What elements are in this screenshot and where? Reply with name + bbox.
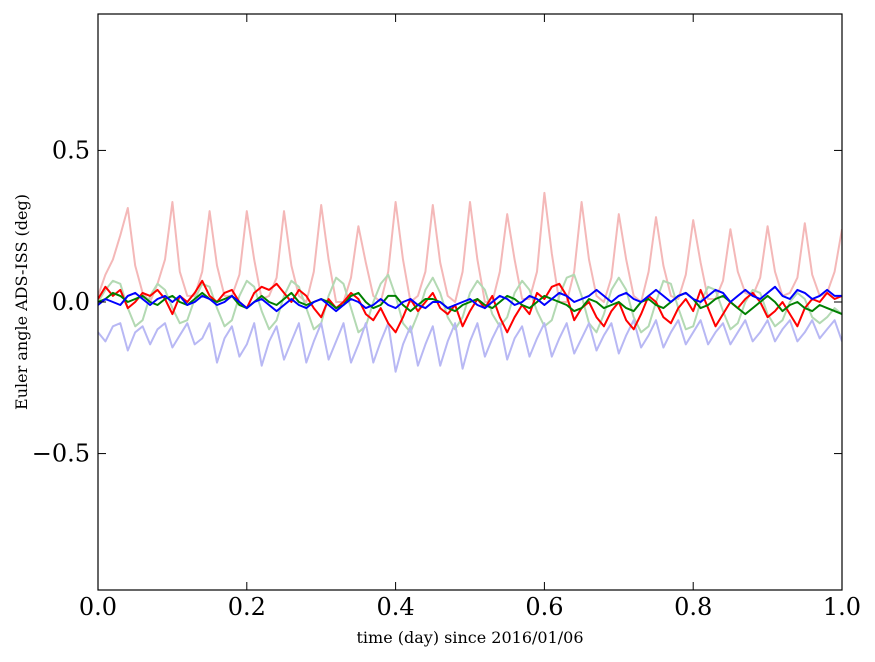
series-line-3 xyxy=(98,279,842,334)
y-tick-label: 0.0 xyxy=(52,288,90,316)
series-line-2 xyxy=(98,319,842,373)
x-tick-label: 0.0 xyxy=(79,593,117,621)
x-tick-label: 0.6 xyxy=(525,593,563,621)
series-line-0 xyxy=(98,191,842,303)
y-tick-label: 0.5 xyxy=(52,136,90,164)
x-tick-label: 0.2 xyxy=(228,593,266,621)
series-line-4 xyxy=(98,291,842,316)
x-tick-label: 1.0 xyxy=(823,593,861,621)
y-axis-label: Euler angle ADS-ISS (deg) xyxy=(12,194,31,410)
x-axis-label: time (day) since 2016/01/06 xyxy=(356,628,583,647)
tick-layer: 0.0 0.2 0.4 0.6 0.8 1.0 −0.5 0.0 0.5 xyxy=(32,14,861,621)
y-tick-label: −0.5 xyxy=(32,440,90,468)
series-layer xyxy=(98,191,842,373)
x-tick-label: 0.4 xyxy=(377,593,415,621)
x-tick-label: 0.8 xyxy=(674,593,712,621)
series-line-5 xyxy=(98,285,842,313)
